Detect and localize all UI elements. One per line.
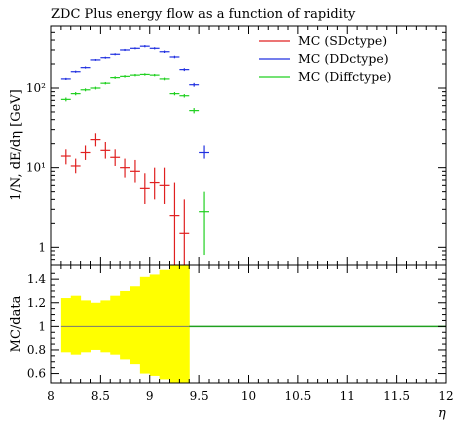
ratio-y-axis-label: MC/data: [9, 295, 24, 352]
ratio-band-bin-9: [149, 274, 161, 376]
series-1: [60, 133, 190, 265]
main-plot: 1 10¹ 10²: [26, 25, 447, 266]
ratio-y-tick-label: 1: [38, 319, 46, 333]
ratio-band-bin-11: [169, 265, 180, 383]
legend: MC (SDctype) MC (DDctype) MC (Diffctype): [259, 33, 391, 84]
x-tick-label: 11: [340, 389, 355, 403]
ratio-band-bin-8: [139, 276, 151, 374]
legend-entry: MC (SDctype): [298, 33, 387, 48]
ratio-band-bin-1: [70, 295, 82, 355]
legend-entry: MC (Diffctype): [298, 69, 391, 84]
x-axis-label: η: [438, 406, 446, 421]
ratio-band-bin-6: [120, 290, 131, 360]
x-tick-label: 9: [146, 389, 154, 403]
x-tick-label: 9.5: [190, 389, 209, 403]
series-2: [60, 45, 209, 159]
series-3: [60, 73, 209, 256]
ratio-band-bin-10: [159, 269, 170, 380]
x-tick-label: 8.5: [91, 389, 110, 403]
ratio-plot: 8 8.5 9 9.5 10 10.5 11 11.5 12 0.6 0.8 1 1.2 1.4: [27, 264, 454, 403]
ratio-band-bin-0: [60, 298, 72, 353]
x-tick-label: 10: [241, 389, 256, 403]
ratio-y-tick-label: 0.8: [27, 343, 46, 357]
ratio-band-bin-5: [110, 295, 121, 355]
ratio-band-bin-12: [179, 265, 190, 383]
x-tick-label: 12: [438, 389, 453, 403]
x-tick-label: 10.5: [285, 389, 312, 403]
main-y-tick-label: 10¹: [26, 161, 46, 175]
chart-title: ZDC Plus energy flow as a function of ra…: [51, 7, 356, 22]
main-y-axis-label: 1/N, dE/dη [GeV]: [9, 89, 24, 201]
ratio-y-tick-label: 1.2: [27, 296, 46, 310]
ratio-y-tick-label: 0.6: [27, 367, 46, 381]
main-y-tick-label: 10²: [26, 81, 46, 95]
ratio-band-bin-7: [130, 286, 141, 365]
ratio-y-tick-label: 1.4: [27, 272, 46, 286]
x-tick-label: 8: [47, 389, 55, 403]
legend-entry: MC (DDctype): [298, 51, 389, 66]
main-y-tick-label: 1: [38, 240, 46, 254]
x-tick-label: 11.5: [383, 389, 410, 403]
